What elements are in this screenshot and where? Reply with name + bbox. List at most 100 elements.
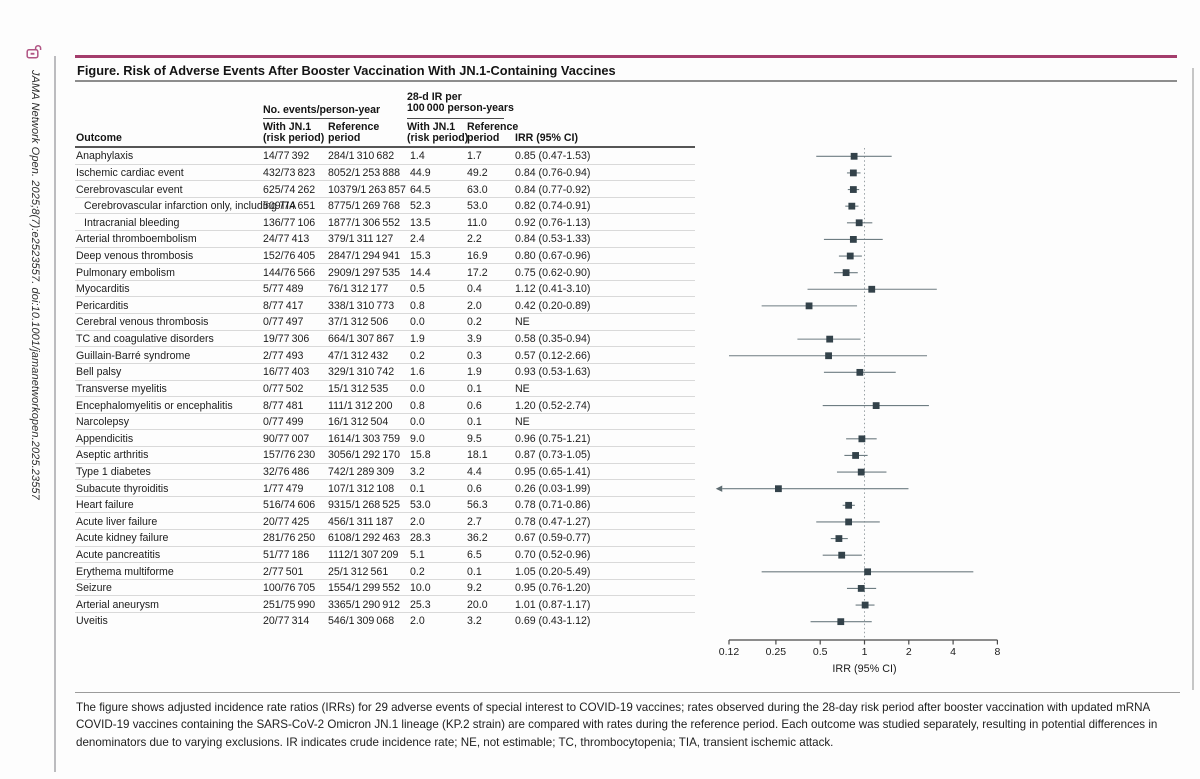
- irr-ci-value: 0.93 (0.53-1.63): [515, 366, 591, 379]
- table-row: Arterial thromboembolism 24/77 413 379/1 3…: [75, 231, 695, 248]
- events-reference: 16/1 312 504: [328, 416, 389, 429]
- irr-point-estimate: [846, 252, 854, 260]
- events-reference: 1554/1 299 552: [328, 582, 400, 595]
- outcome-label: Uveitis: [76, 615, 108, 628]
- col-subheader-with-jn1-ir: With JN.1 (risk period): [407, 121, 469, 145]
- outcome-label: Guillain-Barré syndrome: [76, 349, 191, 362]
- outcome-label: Cerebrovascular infarction only, includi…: [84, 200, 297, 213]
- irr-ci-value: 0.70 (0.52-0.96): [515, 549, 591, 562]
- irr-point-estimate: [850, 152, 858, 160]
- table-row: Anaphylaxis 14/77 392 284/1 310 682 1.4 1.7 0…: [75, 148, 695, 165]
- events-with-jn1: 152/76 405: [263, 250, 316, 263]
- ir-with-jn1: 0.8: [410, 399, 425, 412]
- irr-ci-value: 1.05 (0.20-5.49): [515, 565, 591, 578]
- caption-divider: [75, 692, 1180, 694]
- irr-point-estimate: [849, 169, 857, 177]
- irr-point-estimate: [805, 302, 813, 310]
- events-reference: 9315/1 268 525: [328, 499, 400, 512]
- ir-with-jn1: 0.0: [410, 416, 425, 429]
- ir-reference: 9.2: [467, 582, 482, 595]
- irr-point-estimate: [848, 202, 856, 210]
- ir-reference: 0.1: [467, 416, 482, 429]
- ir-with-jn1: 0.2: [410, 349, 425, 362]
- events-with-jn1: 32/76 486: [263, 465, 310, 478]
- events-with-jn1: 251/75 990: [263, 598, 316, 611]
- table-row: Pulmonary embolism 144/76 566 2909/1 297 5…: [75, 264, 695, 281]
- events-reference: 8775/1 269 768: [328, 200, 400, 213]
- events-reference: 10379/1 263 857: [328, 183, 406, 196]
- events-reference: 76/1 312 177: [328, 283, 389, 296]
- ir-with-jn1: 14.4: [410, 266, 431, 279]
- events-reference: 2847/1 294 941: [328, 250, 400, 263]
- events-reference: 111/1 312 200: [328, 399, 393, 412]
- table-row: Acute pancreatitis 51/77 186 1112/1 307 20…: [75, 547, 695, 564]
- irr-ci-value: 0.85 (0.47-1.53): [515, 150, 591, 163]
- ir-reference: 4.4: [467, 465, 482, 478]
- ir-with-jn1: 53.0: [410, 499, 431, 512]
- events-with-jn1: 1/77 479: [263, 482, 304, 495]
- ir-reference: 63.0: [467, 183, 488, 196]
- irr-ci-value: NE: [515, 316, 530, 329]
- irr-ci-value: 0.82 (0.74-0.91): [515, 200, 591, 213]
- title-divider: [75, 80, 1177, 82]
- forest-plot: 0.12 0.25 0.5 1 2 4 8 IRR (95% CI): [715, 148, 1000, 675]
- figure-caption: The figure shows adjusted incidence rate…: [76, 701, 1158, 749]
- x-tick-label: 2: [906, 646, 912, 658]
- outcome-label: Cerebrovascular event: [76, 183, 183, 196]
- ir-with-jn1: 3.2: [410, 465, 425, 478]
- irr-ci-value: 0.58 (0.35-0.94): [515, 333, 591, 346]
- ir-with-jn1: 13.5: [410, 216, 431, 229]
- outcome-label: Intracranial bleeding: [84, 216, 180, 229]
- events-with-jn1: 516/74 606: [263, 499, 316, 512]
- events-group-underline: [263, 118, 369, 120]
- irr-ci-value: 0.67 (0.59-0.77): [515, 532, 591, 545]
- x-tick-label: 0.12: [719, 646, 740, 658]
- ir-with-jn1: 0.1: [410, 482, 425, 495]
- table-row: Appendicitis 90/77 007 1614/1 303 759 9.0 9.…: [75, 430, 695, 447]
- ir-with-jn1: 5.1: [410, 549, 425, 562]
- ir-reference: 0.1: [467, 382, 482, 395]
- ir-reference: 16.9: [467, 250, 488, 263]
- events-reference: 456/1 311 187: [328, 515, 394, 528]
- events-reference: 546/1 309 068: [328, 615, 395, 628]
- irr-point-estimate: [857, 585, 865, 592]
- ir-reference: 0.3: [467, 349, 482, 362]
- figure-top-accent-rule: [75, 55, 1177, 58]
- outcome-label: Acute liver failure: [76, 515, 158, 528]
- table-row: Myocarditis 5/77 489 76/1 312 177 0.5 0.4 1.1…: [75, 281, 695, 298]
- events-with-jn1: 100/76 705: [263, 582, 316, 595]
- events-reference: 6108/1 292 463: [328, 532, 400, 545]
- outcome-label: Deep venous thrombosis: [76, 250, 194, 263]
- figure-title: Figure. Risk of Adverse Events After Boo…: [77, 63, 616, 78]
- ir-with-jn1: 15.8: [410, 449, 431, 462]
- irr-point-estimate: [858, 435, 866, 443]
- outcome-label: Type 1 diabetes: [76, 465, 151, 478]
- irr-point-estimate: [845, 518, 853, 526]
- table-row: Cerebrovascular event 625/74 262 10379/1 2…: [75, 181, 695, 198]
- events-reference: 1112/1 307 209: [328, 549, 399, 562]
- table-row: Uveitis 20/77 314 546/1 309 068 2.0 3.2 0.69 …: [75, 613, 695, 630]
- events-with-jn1: 136/77 106: [263, 216, 316, 229]
- irr-point-estimate: [825, 352, 832, 360]
- events-with-jn1: 432/73 823: [263, 167, 316, 179]
- ci-arrow-left: [715, 485, 723, 492]
- events-reference: 742/1 289 309: [328, 465, 395, 478]
- ir-with-jn1: 0.5: [410, 283, 425, 296]
- ir-with-jn1: 10.0: [410, 582, 431, 595]
- ir-reference: 49.2: [467, 167, 488, 179]
- outcome-label: Appendicitis: [76, 432, 134, 445]
- col-subheader-reference-events: Reference period: [328, 121, 380, 145]
- table-row: Acute liver failure 20/77 425 456/1 311 18…: [75, 513, 695, 531]
- irr-point-estimate: [838, 551, 846, 559]
- ir-with-jn1: 28.3: [410, 532, 431, 545]
- sidebar-divider: [54, 56, 56, 772]
- ir-with-jn1: 1.9: [410, 333, 425, 346]
- table-row: Encephalomyelitis or encephalitis 8/77 48…: [75, 397, 695, 414]
- events-reference: 379/1 311 127: [328, 233, 394, 246]
- table-row: Narcolepsy 0/77 499 16/1 312 504 0.0 0.1 NE: [75, 414, 695, 431]
- ir-reference: 3.2: [467, 615, 482, 628]
- irr-ci-value: 0.87 (0.73-1.05): [515, 449, 591, 462]
- ir-with-jn1: 1.6: [410, 366, 425, 379]
- x-tick-label: 4: [950, 646, 956, 658]
